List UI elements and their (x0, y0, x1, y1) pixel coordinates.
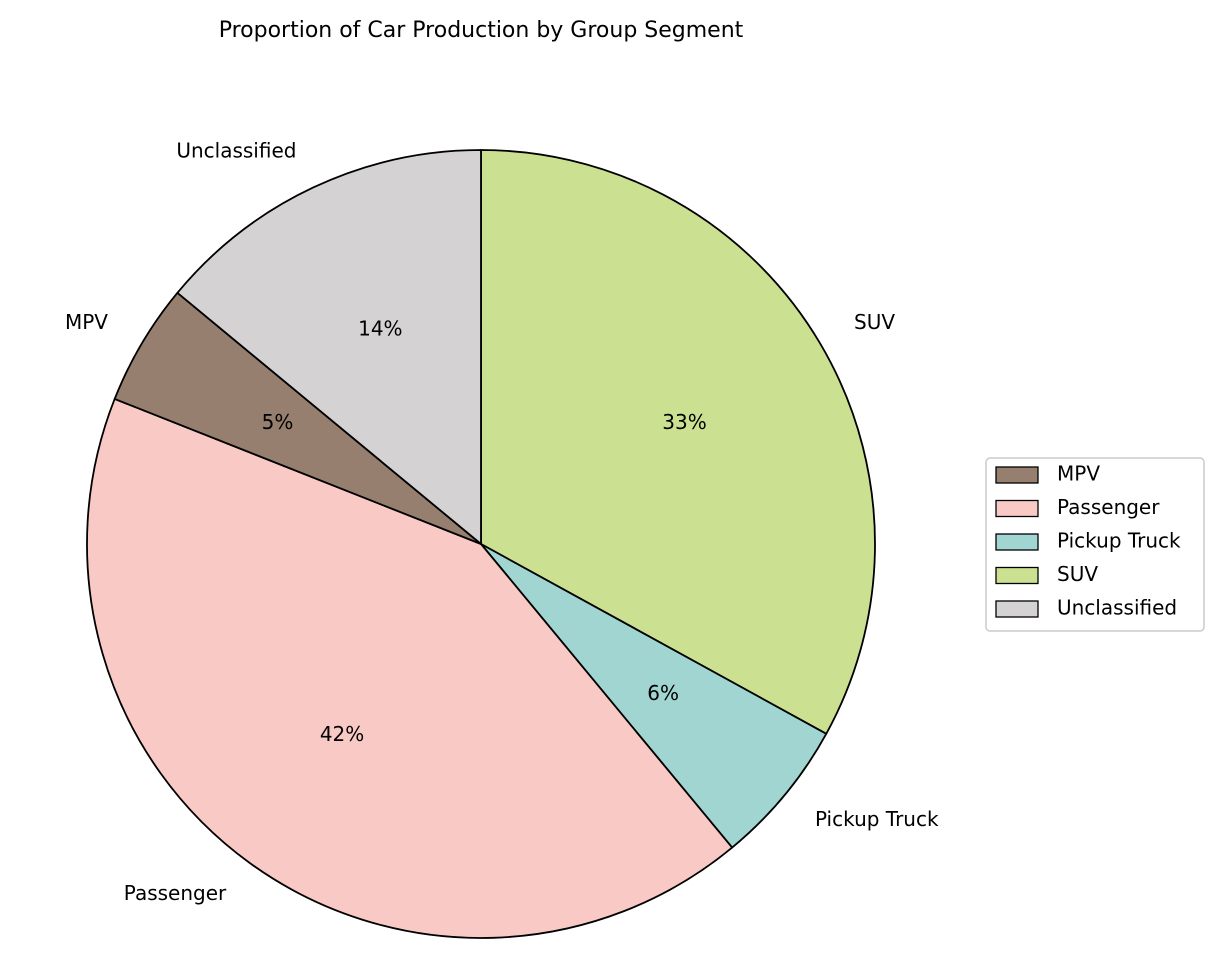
slice-label-unclassified: Unclassified (176, 138, 296, 162)
pie-slice-passenger (86, 398, 734, 939)
legend-swatch-mpv (995, 466, 1039, 484)
percent-label-passenger: 42% (320, 722, 364, 746)
legend-swatch-pickup-truck (995, 533, 1039, 551)
legend-items: MPV Passenger Pickup Truck SUV Unclassified (995, 462, 1181, 620)
slice-label-pickup-truck: Pickup Truck (815, 807, 939, 831)
percent-label-suv: 33% (662, 410, 706, 434)
percent-labels: 33% 6% 42% 5% 14% (262, 317, 707, 746)
legend-swatch-passenger (995, 499, 1039, 518)
legend-swatch-unclassified (995, 600, 1039, 618)
legend-label-unclassified: Unclassified (1057, 596, 1177, 620)
pie-slice-suv (480, 149, 876, 735)
legend-frame (985, 457, 1205, 632)
legend-swatch-suv (995, 566, 1039, 585)
percent-label-pickup-truck: 6% (647, 681, 679, 705)
percent-label-mpv: 5% (262, 410, 294, 434)
percent-label-unclassified: 14% (358, 317, 402, 341)
legend-label-pickup-truck: Pickup Truck (1057, 529, 1181, 553)
pie-slice-unclassified (176, 149, 482, 545)
slice-label-passenger: Passenger (124, 881, 227, 905)
slice-label-mpv: MPV (65, 310, 108, 334)
chart-title: Proportion of Car Production by Group Se… (219, 18, 744, 43)
legend: MPV Passenger Pickup Truck SUV Unclassified (985, 457, 1205, 632)
pie-slices (86, 149, 876, 939)
legend-label-passenger: Passenger (1057, 495, 1160, 519)
slice-labels: SUV Pickup Truck Passenger MPV Unclassified (65, 138, 939, 905)
legend-label-suv: SUV (1057, 562, 1098, 586)
pie-slice-pickup-truck (480, 543, 828, 849)
legend-label-mpv: MPV (1057, 462, 1100, 486)
slice-label-suv: SUV (854, 310, 895, 334)
